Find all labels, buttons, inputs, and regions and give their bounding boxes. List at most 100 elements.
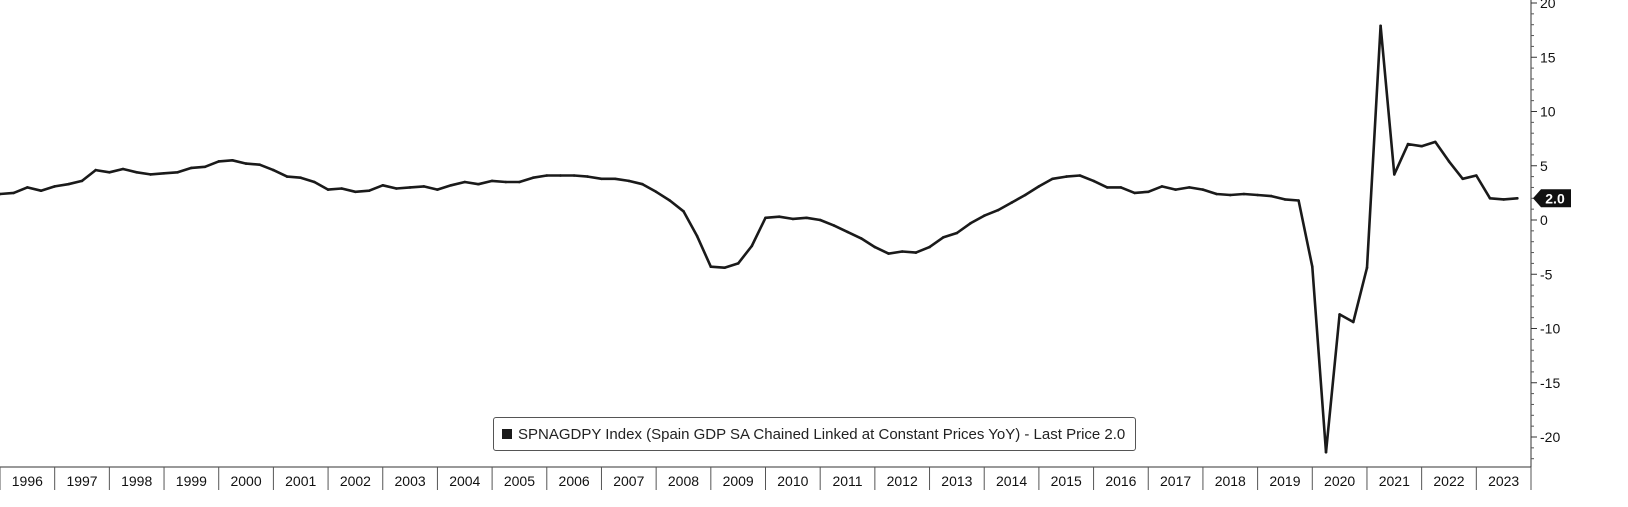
data-point [1215, 192, 1218, 196]
data-point [736, 262, 740, 265]
data-point [1051, 177, 1054, 181]
x-tick-label: 2006 [559, 473, 590, 489]
data-point [545, 174, 549, 177]
data-point [641, 182, 644, 186]
x-axis: 1996 1997 1998 1999 2000 2001 2002 2003 2004 2005… [0, 467, 1532, 490]
y-tick-label: -10 [1540, 321, 1560, 337]
data-point [518, 180, 521, 184]
data-point [750, 244, 754, 248]
x-tick-label: 2020 [1324, 473, 1355, 489]
x-tick-label: 2001 [285, 473, 316, 489]
data-point [709, 265, 713, 269]
last-price-marker: 2.0 [1533, 189, 1571, 208]
legend: SPNAGDPY Index (Spain GDP SA Chained Lin… [493, 417, 1137, 451]
data-point [941, 236, 945, 239]
data-point [969, 222, 972, 225]
data-point [1201, 188, 1205, 191]
data-point [135, 171, 138, 174]
data-point [422, 185, 426, 188]
data-point [217, 160, 220, 163]
data-point [272, 168, 275, 172]
data-point [1064, 175, 1068, 178]
y-tick-label: 0 [1540, 212, 1548, 228]
data-point [572, 174, 576, 177]
series-line [0, 24, 1519, 454]
data-point [586, 175, 590, 178]
data-point [231, 159, 234, 162]
legend-swatch [502, 429, 512, 439]
data-point [1338, 313, 1341, 316]
x-tick-label: 2019 [1269, 473, 1300, 489]
data-point [682, 210, 685, 213]
data-point [0, 192, 2, 196]
y-tick-label: 5 [1540, 158, 1548, 174]
data-point [39, 189, 43, 192]
last-price-tag [1533, 189, 1571, 208]
data-point [613, 177, 617, 181]
x-tick-label: 2009 [723, 473, 754, 489]
x-tick-label: 2010 [777, 473, 808, 489]
data-point [1092, 179, 1095, 183]
data-point [477, 182, 480, 186]
data-point [914, 251, 918, 254]
y-tick-label: 10 [1540, 104, 1556, 120]
data-point [121, 167, 125, 171]
data-point [285, 175, 289, 178]
data-point [408, 186, 412, 189]
data-point [449, 184, 453, 187]
data-point [436, 188, 439, 191]
data-point [1420, 144, 1423, 148]
data-point [846, 230, 849, 234]
data-point [326, 188, 330, 191]
data-point [108, 171, 111, 174]
x-tick-label: 2016 [1105, 473, 1136, 489]
data-point [1242, 192, 1246, 196]
data-point [1010, 201, 1013, 204]
data-point [723, 266, 726, 270]
data-point [1311, 265, 1314, 269]
data-point [26, 186, 29, 189]
data-point [80, 179, 84, 183]
legend-label: SPNAGDPY Index (Spain GDP SA Chained Lin… [518, 425, 1126, 443]
data-point [600, 177, 603, 181]
data-point [1488, 197, 1492, 200]
data-point [12, 191, 15, 195]
data-point [1078, 174, 1082, 177]
data-point [1133, 191, 1136, 195]
x-tick-label: 2012 [887, 473, 918, 489]
x-tick-label: 2023 [1488, 473, 1519, 489]
data-point [1297, 199, 1300, 202]
data-point [1447, 160, 1451, 163]
x-tick-label: 2021 [1379, 473, 1410, 489]
x-tick-label: 2004 [449, 473, 480, 489]
data-point [190, 166, 193, 170]
data-point [1434, 140, 1437, 144]
data-point [982, 214, 986, 217]
data-point [1174, 188, 1177, 191]
data-point [1119, 186, 1123, 189]
y-tick-label: -20 [1540, 429, 1560, 445]
data-point [463, 180, 467, 184]
x-tick-label: 2000 [230, 473, 261, 489]
data-point [996, 208, 1000, 212]
data-point [818, 218, 822, 222]
data-point [340, 187, 344, 190]
data-point [1105, 186, 1109, 189]
data-point [1475, 174, 1478, 177]
data-point [1023, 193, 1027, 197]
data-point [1352, 320, 1355, 324]
data-point [859, 237, 863, 240]
data-point [777, 215, 781, 218]
x-tick-label: 1999 [176, 473, 207, 489]
x-tick-label: 2022 [1433, 473, 1464, 489]
x-tick-label: 2005 [504, 473, 535, 489]
data-point [764, 216, 767, 220]
data-point [900, 250, 904, 253]
data-point [395, 187, 398, 190]
data-point [1283, 198, 1287, 201]
data-point [244, 162, 248, 165]
data-point [299, 176, 303, 179]
x-tick-label: 1996 [12, 473, 43, 489]
data-point [1256, 193, 1259, 197]
